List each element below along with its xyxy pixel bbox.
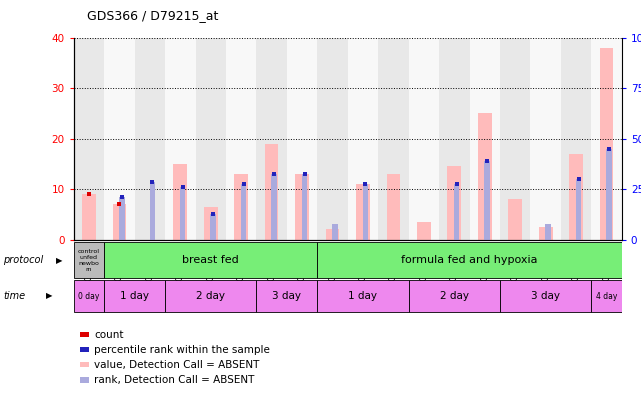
Bar xyxy=(317,242,622,278)
Bar xyxy=(454,184,460,240)
Bar xyxy=(256,38,287,240)
Bar xyxy=(317,280,409,312)
Bar xyxy=(82,194,96,240)
Text: rank, Detection Call = ABSENT: rank, Detection Call = ABSENT xyxy=(94,375,254,385)
Text: 1 day: 1 day xyxy=(349,291,378,301)
Bar xyxy=(545,225,551,240)
Text: control
unfed
newbo
rn: control unfed newbo rn xyxy=(78,249,100,272)
Bar xyxy=(378,38,409,240)
Bar xyxy=(271,174,277,240)
Text: 4 day: 4 day xyxy=(596,291,617,301)
Text: 3 day: 3 day xyxy=(531,291,560,301)
Bar xyxy=(287,38,317,240)
Bar xyxy=(439,38,469,240)
Bar xyxy=(302,174,307,240)
Bar xyxy=(347,38,378,240)
Bar xyxy=(485,161,490,240)
Bar xyxy=(235,174,248,240)
Bar xyxy=(387,174,400,240)
Bar xyxy=(606,148,612,240)
Bar xyxy=(241,184,246,240)
Text: breast fed: breast fed xyxy=(182,255,239,265)
Bar xyxy=(74,280,104,312)
Text: 0 day: 0 day xyxy=(78,291,99,301)
Bar xyxy=(165,280,256,312)
Text: formula fed and hypoxia: formula fed and hypoxia xyxy=(401,255,538,265)
Text: count: count xyxy=(94,329,124,340)
Bar xyxy=(332,225,338,240)
Bar xyxy=(561,38,591,240)
Text: time: time xyxy=(3,291,26,301)
Bar xyxy=(469,38,500,240)
Bar xyxy=(363,184,368,240)
Bar xyxy=(569,154,583,240)
Bar xyxy=(447,166,461,240)
Bar xyxy=(356,184,370,240)
Bar xyxy=(104,280,165,312)
Bar xyxy=(539,227,553,240)
Bar xyxy=(591,38,622,240)
Bar xyxy=(530,38,561,240)
Text: percentile rank within the sample: percentile rank within the sample xyxy=(94,345,270,355)
Text: 2 day: 2 day xyxy=(196,291,225,301)
Bar xyxy=(196,38,226,240)
Text: 3 day: 3 day xyxy=(272,291,301,301)
Bar xyxy=(600,48,613,240)
Bar xyxy=(180,187,185,240)
Bar xyxy=(149,181,155,240)
Text: 2 day: 2 day xyxy=(440,291,469,301)
Bar xyxy=(576,179,581,240)
Text: ▶: ▶ xyxy=(46,291,53,301)
Bar xyxy=(104,38,135,240)
Bar xyxy=(210,214,216,240)
Bar xyxy=(256,280,317,312)
Bar xyxy=(113,204,126,240)
Bar xyxy=(226,38,256,240)
Bar xyxy=(508,199,522,240)
Text: ▶: ▶ xyxy=(56,256,63,265)
Bar xyxy=(478,113,492,240)
Bar xyxy=(174,164,187,240)
Bar xyxy=(165,38,196,240)
Bar xyxy=(204,207,217,240)
Bar xyxy=(104,242,317,278)
Bar xyxy=(74,242,104,278)
Bar xyxy=(265,144,278,240)
Text: value, Detection Call = ABSENT: value, Detection Call = ABSENT xyxy=(94,360,260,370)
Bar xyxy=(409,38,439,240)
Bar xyxy=(591,280,622,312)
Text: 1 day: 1 day xyxy=(120,291,149,301)
Bar xyxy=(296,174,309,240)
Text: protocol: protocol xyxy=(3,255,44,265)
Bar xyxy=(500,280,591,312)
Bar xyxy=(500,38,530,240)
Bar xyxy=(74,38,104,240)
Bar xyxy=(417,222,431,240)
Bar xyxy=(135,38,165,240)
Bar xyxy=(409,280,500,312)
Text: GDS366 / D79215_at: GDS366 / D79215_at xyxy=(87,9,218,22)
Bar xyxy=(317,38,347,240)
Bar xyxy=(119,197,124,240)
Bar xyxy=(326,229,339,240)
